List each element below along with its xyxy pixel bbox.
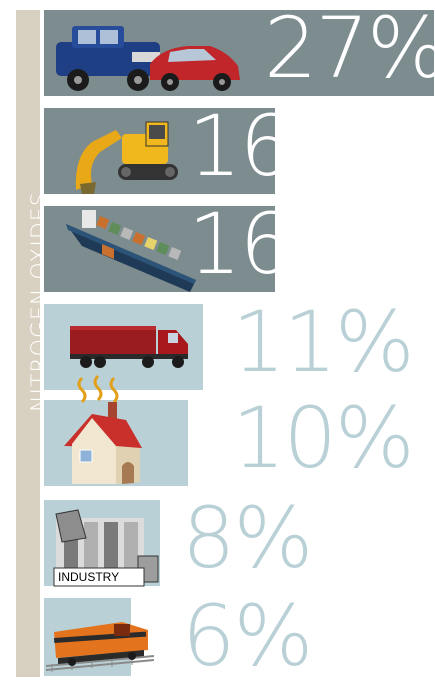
semi-truck-icon — [68, 320, 192, 375]
value-label: 11% — [232, 293, 415, 391]
value-label: 6% — [182, 587, 313, 685]
value-label: 16% — [188, 195, 371, 293]
value-label: 10% — [232, 389, 415, 487]
industry-icon — [52, 508, 162, 593]
car-truck-icon — [52, 22, 247, 103]
sidebar-strip — [16, 10, 40, 677]
locomotive-icon — [44, 614, 156, 679]
excavator-icon — [70, 112, 190, 203]
value-label: 27% — [264, 0, 435, 97]
industry-icon-label: INDUSTRY — [58, 570, 120, 584]
value-label: 8% — [182, 489, 313, 587]
value-label: 16% — [188, 97, 371, 195]
cargo-ship-icon — [62, 206, 202, 301]
house-icon — [62, 374, 148, 499]
